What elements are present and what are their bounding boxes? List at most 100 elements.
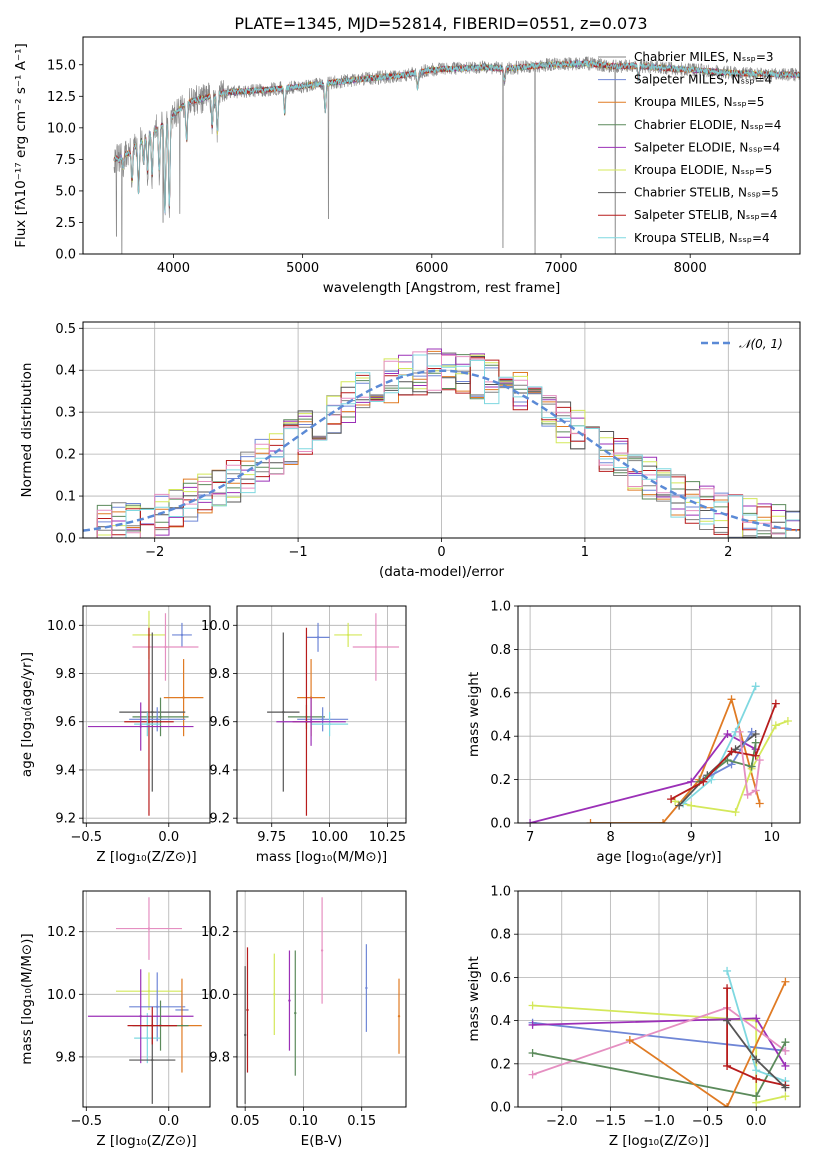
weight-point-marker: [735, 727, 744, 736]
residuals-y-tick-label: 0.4: [55, 364, 76, 379]
weight-vs-Z-axes: −2.0 −1.5 −1.0 −0.5 0.0 0.0 0.2 0.4 0.6 0.8 1.0 Z […: [466, 885, 801, 1149]
mass-vs-ebv-frame: [236, 890, 407, 1108]
weight-point-marker: [528, 1070, 537, 1079]
weight-vs-age-x-tick-label: 8: [607, 830, 615, 845]
age-vs-Z-y-axis-label: age [log₁₀(age/yr)]: [19, 652, 35, 777]
data-point: [151, 1058, 154, 1062]
weight-vs-age-x-tick-label: 9: [687, 830, 695, 845]
legend-label: Chabrier STELIB, Nₛₛₚ=5: [634, 186, 779, 200]
data-point: [328, 722, 331, 726]
weight-point-marker: [586, 819, 595, 823]
legend-label: Kroupa MILES, Nₛₛₚ=5: [634, 95, 764, 109]
weight-point-marker: [731, 808, 740, 817]
age-vs-Z-axes: −0.5 0.0 9.2 9.4 9.6 9.8 10.0 Z [log₁₀(Z/Z⊙)] ag…: [19, 605, 211, 865]
weight-series-line: [738, 731, 761, 797]
residuals-x-tick-label: −2: [145, 545, 164, 560]
weight-point-marker: [723, 966, 732, 975]
mass-vs-Z-y-axis-label: mass [log₁₀(M/M⊙)]: [19, 933, 35, 1064]
age-vs-mass-y-tick-label: 10.0: [201, 619, 230, 634]
data-point: [294, 1011, 297, 1015]
data-point: [374, 645, 378, 649]
mass-vs-Z-y-tick-label: 10.0: [47, 988, 76, 1003]
weight-vs-age-y-tick-label: 0.2: [490, 773, 511, 788]
weight-vs-Z-y-tick-label: 0.0: [490, 1101, 511, 1116]
weight-point-marker: [675, 801, 684, 810]
residuals-legend: 𝒩(0, 1): [701, 337, 783, 351]
data-point: [147, 927, 151, 930]
weight-point-marker: [752, 1092, 761, 1101]
spectrum-y-tick-label: 15.0: [47, 58, 76, 73]
mass-vs-Z-gridlines: [83, 891, 210, 1107]
weight-vs-Z-marks: [528, 966, 790, 1107]
weight-point-marker: [667, 795, 676, 804]
weight-point-marker: [723, 984, 732, 993]
legend-label: Salpeter STELIB, Nₛₛₚ=4: [634, 208, 778, 222]
figure-title: PLATE=1345, MJD=52814, FIBERID=0551, z=0…: [234, 14, 647, 33]
weight-point-marker: [659, 819, 668, 823]
weight-vs-Z-x-tick-label: 0.0: [746, 1114, 767, 1129]
spectrum-plot-area: [83, 37, 800, 254]
mass-vs-ebv-y-tick-label: 10.2: [201, 925, 230, 940]
weight-vs-age-frame: [517, 605, 801, 824]
data-point: [316, 636, 320, 639]
histogram-series: [83, 351, 800, 538]
age-vs-Z-x-tick-label: 0.0: [158, 830, 179, 845]
spectrum-x-tick-label: 8000: [674, 261, 707, 276]
weight-vs-Z-y-axis-label: mass weight: [466, 956, 482, 1041]
data-point: [139, 1015, 142, 1018]
weight-vs-age-axes: 7 8 9 10 0.0 0.2 0.4 0.6 0.8 1.0 age [log₁₀(age/yr…: [466, 600, 801, 865]
weight-point-marker: [755, 799, 764, 808]
legend-label: Kroupa STELIB, Nₛₛₚ=4: [634, 231, 770, 245]
data-point: [151, 710, 154, 714]
age-vs-Z-x-axis-label: Z [log₁₀(Z/Z⊙)]: [96, 849, 196, 865]
residuals-x-axis-label: (data-model)/error: [379, 564, 505, 580]
residuals-y-tick-label: 0.3: [55, 406, 76, 421]
weight-point-marker: [751, 738, 760, 747]
weight-vs-Z-x-tick-label: −2.0: [546, 1114, 578, 1129]
weight-point-marker: [528, 1020, 537, 1029]
normal-reference-curve: [83, 369, 798, 532]
data-point: [164, 645, 167, 649]
data-point: [246, 1008, 249, 1012]
spectrum-legend: Chabrier MILES, Nₛₛₚ=3 Salpeter MILES, Nₛ…: [598, 50, 781, 245]
weight-point-marker: [752, 1055, 761, 1064]
weight-point-marker: [781, 1092, 790, 1101]
data-point: [182, 696, 185, 699]
weight-vs-Z-x-tick-label: −1.0: [643, 1114, 675, 1129]
weight-vs-Z-x-tick-label: −1.5: [595, 1114, 627, 1129]
mass-vs-ebv-x-tick-label: 0.10: [289, 1114, 318, 1129]
weight-vs-age-plot-area: [518, 606, 800, 823]
legend-label: Salpeter MILES, Nₛₛₚ=4: [634, 73, 772, 87]
mass-vs-ebv-axes: 0.05 0.10 0.15 9.8 10.0 10.2 E(B-V): [201, 890, 407, 1149]
weight-vs-Z-y-tick-label: 0.8: [490, 928, 511, 943]
data-point: [139, 725, 142, 728]
mass-vs-Z-x-tick-label: 0.0: [158, 1114, 179, 1129]
weight-vs-age-x-tick-label: 7: [526, 830, 534, 845]
mass-vs-ebv-marks: [243, 897, 401, 1104]
spectrum-y-tick-label: 2.5: [55, 216, 76, 231]
residuals-frame: [82, 321, 801, 539]
age-vs-Z-marks: [87, 610, 204, 816]
weight-vs-Z-y-tick-label: 1.0: [490, 885, 511, 900]
age-vs-mass-x-tick-label: 10.00: [311, 830, 348, 845]
weight-vs-age-y-tick-label: 0.4: [490, 730, 511, 745]
weight-point-marker: [625, 1036, 634, 1045]
weight-vs-age-y-tick-label: 0.0: [490, 817, 511, 832]
age-vs-mass-axes: 9.75 10.00 10.25 9.2 9.4 9.6 9.8 10.0 mass [log₁…: [201, 605, 407, 865]
age-vs-mass-plot-area: [237, 606, 406, 823]
age-vs-mass-gridlines: [237, 606, 406, 823]
age-vs-Z-plot-area: [83, 606, 210, 823]
spectrum-y-axis-label: Flux [fλ10⁻¹⁷ erg cm⁻² s⁻¹ A⁻¹]: [13, 43, 29, 248]
mass-vs-ebv-y-tick-label: 9.8: [209, 1050, 230, 1065]
age-vs-Z-y-tick-label: 9.2: [55, 812, 76, 827]
mass-vs-Z-marks: [87, 897, 202, 1104]
weight-point-marker: [723, 1016, 732, 1025]
residuals-y-axis-label: Normed distribution: [19, 363, 35, 498]
age-vs-mass-y-tick-label: 9.6: [209, 715, 230, 730]
mass-vs-Z-x-axis-label: Z [log₁₀(Z/Z⊙)]: [96, 1133, 196, 1149]
mass-vs-Z-plot-area: [83, 891, 210, 1107]
weight-point-marker: [723, 1061, 732, 1070]
spectrum-x-axis-label: wavelength [Angstrom, rest frame]: [323, 280, 561, 296]
weight-series-line: [532, 1021, 786, 1052]
age-vs-mass-y-tick-label: 9.4: [209, 763, 230, 778]
